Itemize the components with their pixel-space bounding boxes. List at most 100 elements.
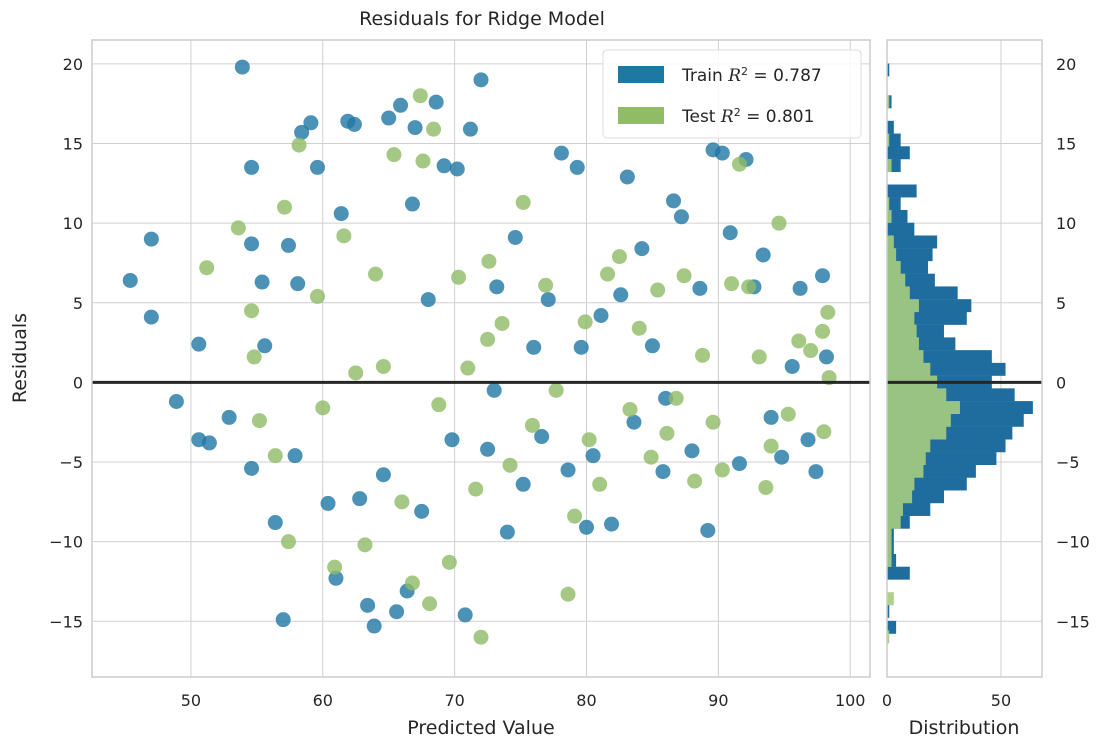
legend-box	[602, 49, 862, 139]
test-point	[815, 323, 831, 339]
train-point	[499, 524, 515, 540]
train-point	[254, 274, 270, 290]
train-point	[573, 339, 589, 355]
test-point	[548, 382, 564, 398]
test-point	[780, 406, 796, 422]
train-point	[792, 280, 808, 296]
test-distribution-bar	[887, 464, 924, 478]
distribution-y-tick-label: 20	[1056, 55, 1076, 74]
legend-test-exponent: 2	[734, 106, 741, 119]
test-point	[567, 508, 583, 524]
test-point	[577, 314, 593, 330]
train-point	[333, 206, 349, 222]
train-point	[320, 495, 336, 511]
train-point	[191, 336, 207, 352]
train-point	[692, 280, 708, 296]
test-point	[494, 315, 510, 331]
train-point	[808, 464, 824, 480]
train-point	[673, 209, 689, 225]
train-point	[275, 612, 291, 628]
test-distribution-bar	[887, 197, 890, 211]
train-point	[515, 476, 531, 492]
train-point	[644, 338, 660, 354]
train-point	[473, 72, 489, 88]
train-point	[280, 237, 296, 253]
scatter-plot-background	[92, 40, 870, 677]
test-distribution-bar	[887, 592, 894, 606]
x-tick-label: 60	[313, 691, 333, 710]
test-point	[581, 432, 597, 448]
scatter-tick-labels: 50 60 70 80 90 100 −15 −10 −5 0 5 10 15 20	[49, 55, 865, 710]
legend-train-exponent: 2	[741, 65, 748, 78]
test-point	[481, 253, 497, 269]
test-point	[336, 228, 352, 244]
test-point	[415, 153, 431, 169]
y-tick-label: −10	[49, 533, 83, 552]
train-point	[267, 515, 283, 531]
train-point	[436, 158, 452, 174]
train-point	[626, 414, 642, 430]
train-point	[122, 272, 138, 288]
test-point	[714, 462, 730, 478]
test-point	[705, 414, 721, 430]
legend-test-prefix: Test	[681, 107, 721, 127]
test-point	[751, 349, 767, 365]
train-point	[560, 462, 576, 478]
test-point	[246, 349, 262, 365]
test-point	[560, 586, 576, 602]
chart-title: Residuals for Ridge Model	[359, 8, 605, 30]
test-point	[600, 266, 616, 282]
test-distribution-bar	[887, 350, 924, 364]
legend: Train R2 = 0.787 Test R2 = 0.801	[602, 49, 862, 139]
test-point	[771, 215, 787, 231]
y-tick-label: 0	[73, 373, 83, 392]
x-tick-label: 90	[708, 691, 728, 710]
legend-test-r: R	[720, 107, 734, 127]
test-point	[280, 534, 296, 550]
train-point	[540, 292, 556, 308]
distribution-tick-labels: 0 50 −15 −10 −5 0 5 10 15 20	[882, 55, 1090, 710]
test-point	[622, 401, 638, 417]
test-point	[524, 417, 540, 433]
test-point	[480, 331, 496, 347]
train-point	[666, 193, 682, 209]
train-distribution-bar	[887, 604, 890, 618]
test-point	[643, 449, 659, 465]
distribution-x-tick-label: 0	[882, 691, 892, 710]
test-distribution-bar	[887, 503, 903, 516]
test-point	[327, 559, 343, 575]
train-point	[244, 159, 260, 175]
train-point	[714, 145, 730, 161]
test-point	[412, 88, 428, 104]
y-tick-label: 10	[63, 214, 83, 233]
y-tick-label: −5	[59, 453, 83, 472]
train-point	[604, 516, 620, 532]
train-point	[381, 110, 397, 126]
train-distribution-bar	[887, 133, 901, 147]
test-distribution-bar	[887, 490, 913, 504]
test-point	[668, 390, 684, 406]
y-tick-label: 20	[63, 55, 83, 74]
test-point	[451, 269, 467, 285]
test-point	[375, 358, 391, 374]
y-tick-label: 15	[63, 135, 83, 154]
train-point	[449, 161, 465, 177]
train-point	[143, 231, 159, 247]
train-point	[303, 115, 319, 131]
test-point	[731, 156, 747, 172]
train-point	[346, 116, 362, 132]
train-point	[722, 225, 738, 241]
train-point	[619, 169, 635, 185]
test-point	[820, 304, 836, 320]
test-point	[592, 476, 608, 492]
test-point	[724, 276, 740, 292]
distribution-y-tick-label: −10	[1056, 533, 1090, 552]
distribution-axis-label: Distribution	[909, 717, 1020, 739]
train-point	[201, 435, 217, 451]
test-distribution-bar	[887, 426, 947, 440]
train-point	[221, 409, 237, 425]
train-point	[578, 519, 594, 535]
test-distribution-bar	[887, 362, 931, 376]
train-point	[309, 159, 325, 175]
